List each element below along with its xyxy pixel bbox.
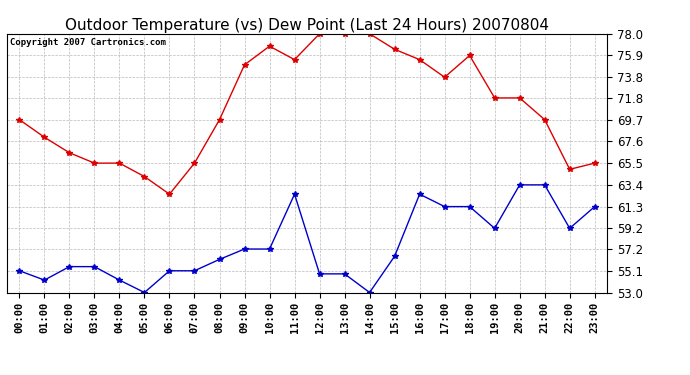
Title: Outdoor Temperature (vs) Dew Point (Last 24 Hours) 20070804: Outdoor Temperature (vs) Dew Point (Last… [65,18,549,33]
Text: Copyright 2007 Cartronics.com: Copyright 2007 Cartronics.com [10,38,166,46]
